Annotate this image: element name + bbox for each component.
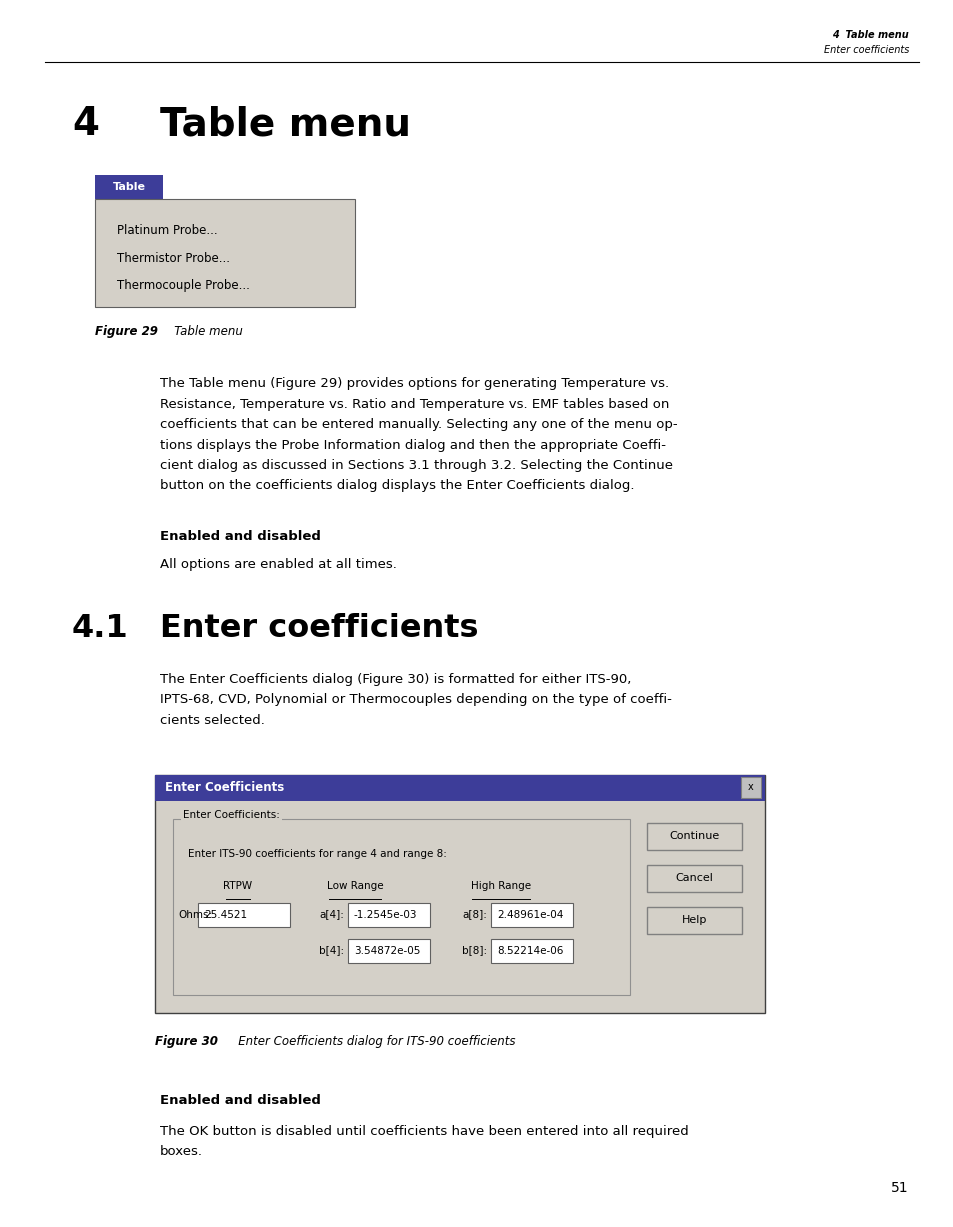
FancyBboxPatch shape: [348, 939, 430, 962]
Text: button on the coefficients dialog displays the Enter Coefficients dialog.: button on the coefficients dialog displa…: [160, 480, 634, 492]
Text: 3.54872e-05: 3.54872e-05: [354, 946, 420, 956]
Text: Enter coefficients: Enter coefficients: [160, 614, 478, 644]
Text: Ohms:: Ohms:: [178, 909, 212, 919]
Text: Table menu: Table menu: [160, 106, 411, 144]
Text: Enter coefficients: Enter coefficients: [822, 45, 908, 55]
Text: Platinum Probe...: Platinum Probe...: [117, 225, 217, 238]
FancyBboxPatch shape: [740, 777, 760, 798]
Text: Figure 30: Figure 30: [154, 1034, 217, 1048]
FancyBboxPatch shape: [491, 939, 573, 962]
Text: 4.1: 4.1: [71, 614, 129, 644]
Text: Enabled and disabled: Enabled and disabled: [160, 530, 320, 544]
Text: cients selected.: cients selected.: [160, 714, 265, 728]
FancyBboxPatch shape: [95, 199, 355, 307]
Text: Enter Coefficients dialog for ITS-90 coefficients: Enter Coefficients dialog for ITS-90 coe…: [227, 1034, 515, 1048]
Text: b[8]:: b[8]:: [461, 946, 487, 956]
Text: coefficients that can be entered manually. Selecting any one of the menu op-: coefficients that can be entered manuall…: [160, 418, 677, 431]
Text: Cancel: Cancel: [675, 872, 713, 883]
Text: Table: Table: [112, 182, 146, 191]
FancyBboxPatch shape: [198, 903, 290, 926]
Text: Low Range: Low Range: [326, 881, 383, 891]
Text: Resistance, Temperature vs. Ratio and Temperature vs. EMF tables based on: Resistance, Temperature vs. Ratio and Te…: [160, 398, 669, 411]
FancyBboxPatch shape: [172, 818, 629, 995]
Text: All options are enabled at all times.: All options are enabled at all times.: [160, 558, 396, 571]
Text: 4  Table menu: 4 Table menu: [831, 29, 908, 40]
Text: 4: 4: [71, 106, 99, 144]
Text: Thermocouple Probe...: Thermocouple Probe...: [117, 279, 250, 292]
Text: tions displays the Probe Information dialog and then the appropriate Coeffi-: tions displays the Probe Information dia…: [160, 438, 665, 452]
Text: 2.48961e-04: 2.48961e-04: [497, 909, 563, 919]
FancyBboxPatch shape: [646, 865, 741, 892]
Text: IPTS-68, CVD, Polynomial or Thermocouples depending on the type of coeffi-: IPTS-68, CVD, Polynomial or Thermocouple…: [160, 693, 671, 707]
Text: Enter ITS-90 coefficients for range 4 and range 8:: Enter ITS-90 coefficients for range 4 an…: [188, 849, 446, 859]
Text: Continue: Continue: [669, 831, 719, 840]
Text: 8.52214e-06: 8.52214e-06: [497, 946, 563, 956]
Text: Figure 29: Figure 29: [95, 325, 157, 337]
Text: 51: 51: [890, 1182, 908, 1195]
Text: Enter Coefficients: Enter Coefficients: [165, 782, 284, 794]
Text: The Table menu (Figure 29) provides options for generating Temperature vs.: The Table menu (Figure 29) provides opti…: [160, 377, 668, 390]
Text: High Range: High Range: [471, 881, 531, 891]
FancyBboxPatch shape: [491, 903, 573, 926]
FancyBboxPatch shape: [646, 907, 741, 934]
Text: Enter Coefficients:: Enter Coefficients:: [183, 810, 279, 820]
FancyBboxPatch shape: [154, 774, 764, 1012]
Text: x: x: [747, 783, 753, 793]
Text: 25.4521: 25.4521: [204, 909, 247, 919]
Text: The Enter Coefficients dialog (Figure 30) is formatted for either ITS-90,: The Enter Coefficients dialog (Figure 30…: [160, 672, 631, 686]
Text: -1.2545e-03: -1.2545e-03: [354, 909, 417, 919]
Text: Enabled and disabled: Enabled and disabled: [160, 1094, 320, 1108]
Text: RTPW: RTPW: [223, 881, 253, 891]
Text: Thermistor Probe...: Thermistor Probe...: [117, 252, 230, 265]
FancyBboxPatch shape: [154, 774, 764, 800]
Text: cient dialog as discussed in Sections 3.1 through 3.2. Selecting the Continue: cient dialog as discussed in Sections 3.…: [160, 459, 672, 472]
Text: b[4]:: b[4]:: [318, 946, 344, 956]
Text: a[8]:: a[8]:: [461, 909, 486, 919]
FancyBboxPatch shape: [348, 903, 430, 926]
Text: boxes.: boxes.: [160, 1145, 203, 1158]
Text: The OK button is disabled until coefficients have been entered into all required: The OK button is disabled until coeffici…: [160, 1124, 688, 1137]
Text: a[4]:: a[4]:: [318, 909, 343, 919]
FancyBboxPatch shape: [646, 822, 741, 849]
Text: Table menu: Table menu: [163, 325, 243, 337]
Text: Help: Help: [681, 915, 706, 925]
FancyBboxPatch shape: [95, 175, 163, 199]
